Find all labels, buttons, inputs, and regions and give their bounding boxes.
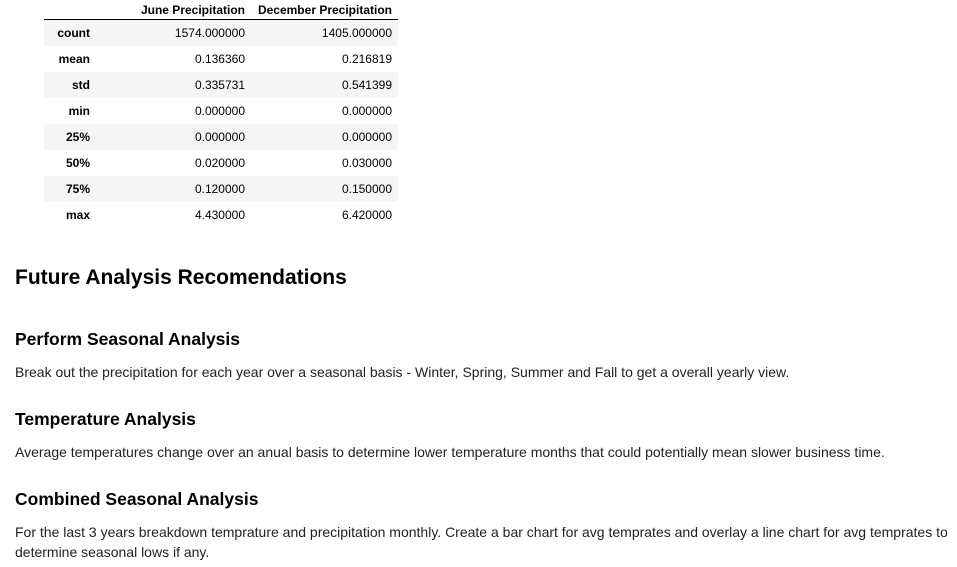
column-header-june: June Precipitation	[96, 0, 251, 20]
cell-december: 1405.000000	[321, 25, 392, 40]
cell-june: 1574.000000	[174, 25, 245, 40]
describe-table-container: June Precipitation December Precipitatio…	[44, 0, 398, 228]
cell-december: 0.541399	[341, 77, 392, 92]
temperature-analysis-text: Average temperatures change over an anua…	[15, 444, 885, 460]
row-label: count	[57, 25, 90, 40]
table-row: min 0.000000 0.000000	[44, 98, 398, 124]
cell-december: 0.216819	[341, 51, 392, 66]
cell-december: 0.150000	[341, 181, 392, 196]
table-row: mean 0.136360 0.216819	[44, 46, 398, 72]
cell-june: 0.020000	[194, 155, 245, 170]
row-label: 25%	[65, 129, 90, 144]
describe-table: June Precipitation December Precipitatio…	[44, 0, 398, 228]
seasonal-analysis-heading: Perform Seasonal Analysis	[15, 329, 241, 349]
cell-december: 0.000000	[341, 103, 392, 118]
cell-december: 6.420000	[341, 207, 392, 222]
future-analysis-heading: Future Analysis Recomendations	[15, 266, 347, 289]
temperature-analysis-heading: Temperature Analysis	[15, 409, 196, 429]
cell-june: 0.000000	[194, 103, 245, 118]
table-row: std 0.335731 0.541399	[44, 71, 398, 98]
row-label: 75%	[65, 181, 90, 196]
row-label: std	[72, 77, 90, 92]
table-row: 50% 0.020000 0.030000	[44, 150, 398, 176]
table-row: count 1574.000000 1405.000000	[44, 19, 398, 46]
seasonal-analysis-text: Break out the precipitation for each yea…	[15, 364, 790, 380]
cell-june: 0.136360	[194, 51, 245, 66]
cell-june: 0.000000	[194, 129, 245, 144]
cell-december: 0.030000	[341, 155, 392, 170]
row-label: mean	[58, 51, 90, 66]
table-row: 75% 0.120000 0.150000	[44, 175, 398, 202]
combined-analysis-heading: Combined Seasonal Analysis	[15, 489, 259, 509]
cell-june: 0.335731	[194, 77, 245, 92]
table-corner-cell	[44, 0, 96, 20]
row-label: 50%	[65, 155, 90, 170]
cell-june: 4.430000	[194, 207, 245, 222]
combined-analysis-text: For the last 3 years breakdown tempratur…	[15, 524, 948, 560]
table-row: max 4.430000 6.420000	[44, 202, 398, 228]
cell-june: 0.120000	[194, 181, 245, 196]
row-label: max	[65, 207, 90, 222]
table-row: 25% 0.000000 0.000000	[44, 123, 398, 150]
cell-december: 0.000000	[341, 129, 392, 144]
row-label: min	[68, 103, 90, 118]
column-header-december: December Precipitation	[251, 0, 398, 20]
table-header-row: June Precipitation December Precipitatio…	[44, 0, 398, 20]
